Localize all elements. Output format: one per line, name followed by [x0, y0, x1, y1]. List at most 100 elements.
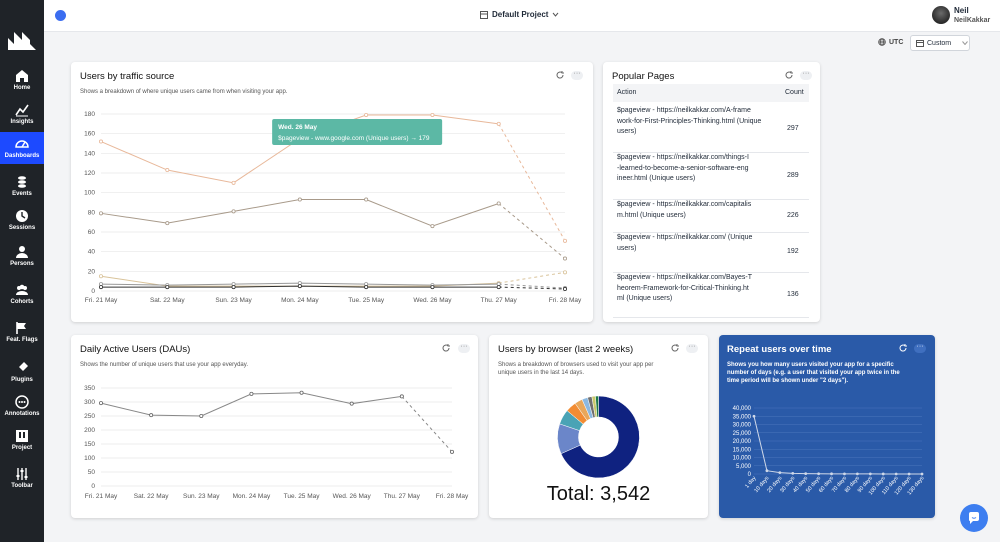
- table-row[interactable]: $pageview - https://neilkakkar.com/A-fra…: [613, 106, 809, 153]
- page-action-line: $pageview - https://neilkakkar.com/capit…: [617, 201, 752, 208]
- x-tick-label: Tue. 25 May: [284, 493, 321, 500]
- data-point: [562, 270, 567, 275]
- series-line-projection: [401, 396, 453, 453]
- traffic-source-card: Users by traffic source Shows a breakdow…: [71, 62, 593, 322]
- y-tick-label: 20: [88, 268, 96, 275]
- data-point: [868, 472, 872, 476]
- data-point: [855, 472, 859, 476]
- y-tick-label: 250: [84, 413, 95, 420]
- sidebar-item-sessions[interactable]: Sessions: [0, 204, 44, 236]
- data-point: [562, 287, 567, 292]
- date-range-select[interactable]: Custom: [910, 35, 970, 51]
- data-point: [920, 472, 924, 476]
- avatar[interactable]: [932, 6, 950, 24]
- sidebar-item-feat-flags[interactable]: Feat. Flags: [0, 316, 44, 348]
- user-login: NeilKakkar: [954, 17, 991, 24]
- sidebar-item-label: Insights: [10, 119, 34, 125]
- x-tick-label: Fri. 28 May: [436, 493, 469, 500]
- refresh-icon[interactable]: [441, 343, 451, 353]
- page-count: 192: [787, 248, 799, 255]
- sidebar-item-project[interactable]: Project: [0, 424, 44, 456]
- refresh-icon[interactable]: [555, 70, 565, 80]
- data-point: [297, 197, 302, 202]
- series-line: [100, 392, 402, 417]
- card-subtitle-line: time period will be shown under "2 days"…: [727, 378, 849, 384]
- more-options-icon[interactable]: ···: [458, 343, 470, 353]
- card-subtitle-line: Shows a breakdown of browsers used to vi…: [498, 362, 654, 368]
- page-action: $pageview - https://neilkakkar.com/thing…: [617, 153, 777, 185]
- y-tick-label: 300: [84, 399, 95, 406]
- sidebar-item-label: Toolbar: [11, 483, 33, 489]
- sidebar-item-cohorts[interactable]: Cohorts: [0, 278, 44, 310]
- data-point: [430, 112, 435, 117]
- refresh-icon[interactable]: [898, 343, 908, 353]
- data-point: [562, 238, 567, 243]
- more-options-icon[interactable]: ···: [914, 343, 926, 353]
- y-tick-label: 140: [84, 150, 95, 157]
- sidebar-item-toolbar[interactable]: Toolbar: [0, 462, 44, 494]
- timezone-indicator[interactable]: UTC: [878, 38, 903, 46]
- y-tick-label: 0: [748, 472, 752, 478]
- more-options-icon[interactable]: ···: [800, 70, 812, 80]
- project-switcher[interactable]: Default Project: [480, 10, 559, 19]
- data-point: [430, 285, 435, 290]
- search-icon[interactable]: [55, 10, 66, 21]
- data-point: [364, 285, 369, 290]
- sidebar-item-home[interactable]: Home: [0, 64, 44, 96]
- table-row[interactable]: $pageview - https://neilkakkar.com/ (Uni…: [613, 233, 809, 273]
- data-point: [165, 168, 170, 173]
- table-row[interactable]: $pageview - https://neilkakkar.com/capit…: [613, 200, 809, 233]
- data-point: [894, 472, 898, 476]
- dashboards-icon: [15, 137, 29, 151]
- table-row[interactable]: $pageview - https://neilkakkar.com/thing…: [613, 153, 809, 200]
- y-tick-label: 25,000: [733, 431, 752, 437]
- traffic-chart: 0 20 40 60 80 100 120 140 160 180 Fri. 21 May Sat. …: [84, 111, 582, 304]
- page-count: 226: [787, 211, 799, 219]
- series-line-projection: [498, 286, 566, 290]
- data-point: [297, 284, 302, 289]
- sidebar-item-dashboards[interactable]: Dashboards: [0, 132, 44, 164]
- y-tick-label: 120: [84, 170, 95, 177]
- flag-icon: [15, 321, 29, 335]
- y-tick-label: 15,000: [733, 447, 752, 453]
- sidebar-item-persons[interactable]: Persons: [0, 240, 44, 272]
- top-bar: Default Project Neil NeilKakkar: [44, 0, 1000, 32]
- y-tick-label: 60: [88, 229, 96, 236]
- sidebar-item-annotations[interactable]: Annotations: [0, 390, 44, 422]
- x-tick-label: Fri. 28 May: [549, 297, 582, 304]
- data-point: [349, 401, 354, 406]
- page-action-line: users): [617, 128, 637, 135]
- plugins-icon: [15, 361, 29, 375]
- page-count: 289: [787, 171, 799, 179]
- data-point: [249, 391, 254, 396]
- page-action-line: ineer.html (Unique users): [617, 175, 696, 182]
- more-options-icon[interactable]: ···: [571, 70, 583, 80]
- more-options-icon[interactable]: ···: [686, 343, 698, 353]
- sidebar-item-events[interactable]: Events: [0, 170, 44, 202]
- refresh-icon[interactable]: [670, 343, 680, 353]
- pie-slice: [595, 395, 599, 418]
- sidebar-item-label: Events: [12, 191, 32, 197]
- sidebar-item-insights[interactable]: Insights: [0, 98, 44, 130]
- y-tick-label: 10,000: [733, 456, 752, 462]
- refresh-icon[interactable]: [784, 70, 794, 80]
- table-header: Action Count: [613, 84, 809, 102]
- chat-icon: [969, 512, 979, 524]
- data-point: [231, 180, 236, 185]
- x-tick-label: Sat. 22 May: [150, 297, 185, 304]
- card-subtitle: Shows a breakdown of browsers used to vi…: [498, 361, 653, 377]
- x-tick-label: Mon. 24 May: [281, 297, 319, 304]
- user-menu[interactable]: Neil NeilKakkar: [928, 4, 1000, 28]
- page-action-line: work-for-First-Principles-Thinking.html …: [617, 117, 762, 125]
- chat-button[interactable]: [960, 504, 988, 532]
- y-tick-label: 200: [84, 427, 95, 434]
- y-tick-label: 20,000: [733, 439, 752, 445]
- y-tick-label: 35,000: [733, 414, 752, 420]
- sidebar-item-label: Persons: [10, 261, 34, 267]
- repeat-users-card: Repeat users over time Shows you how man…: [719, 335, 935, 518]
- sidebar-item-plugins[interactable]: Plugins: [0, 356, 44, 388]
- pie-slice: [560, 395, 640, 479]
- table-row[interactable]: $pageview - https://neilkakkar.com/Bayes…: [613, 273, 809, 318]
- card-subtitle-line: number of days (e.g. a user that visited…: [727, 370, 900, 376]
- sidebar-item-label: Annotations: [4, 411, 40, 417]
